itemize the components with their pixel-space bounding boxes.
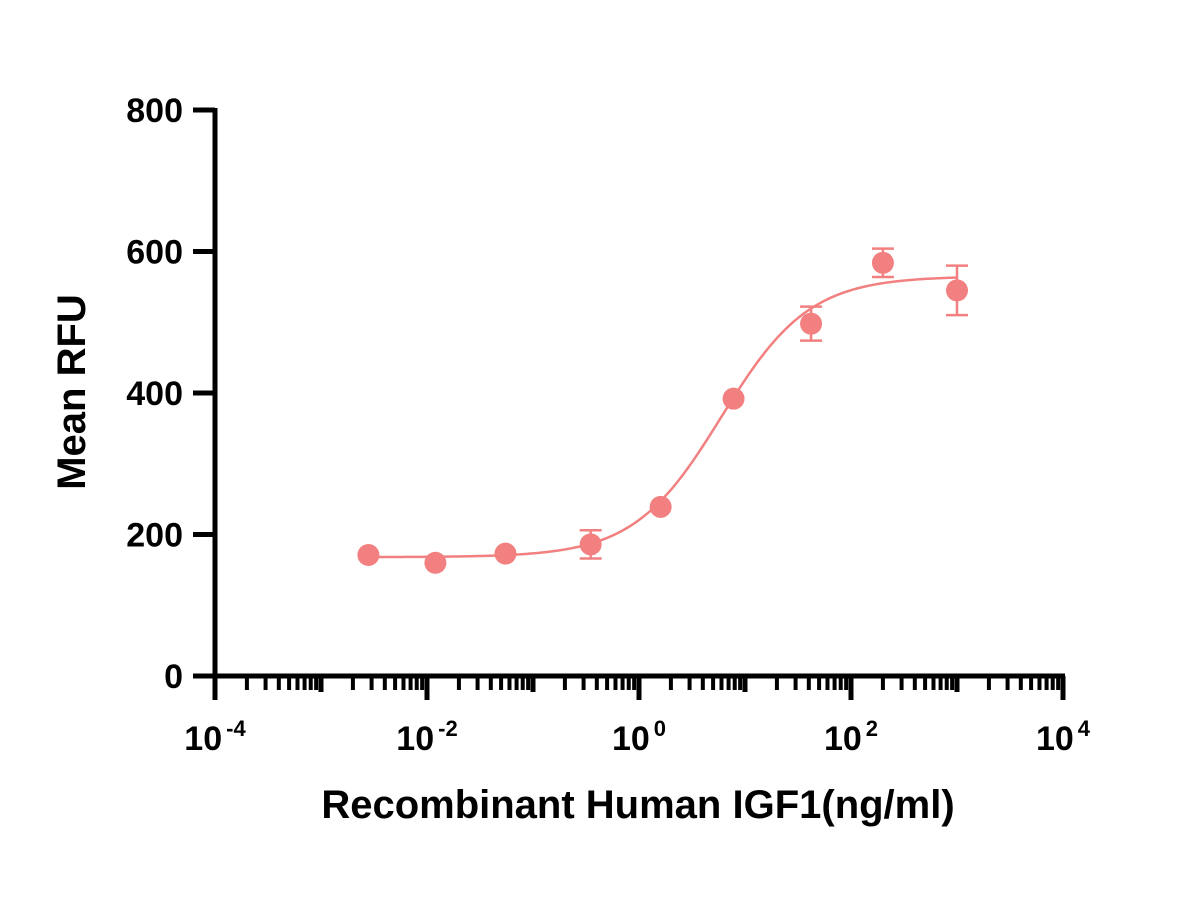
data-point (722, 387, 745, 410)
x-tick-label: 10 0 (612, 716, 666, 758)
data-point (424, 551, 447, 574)
axes (212, 108, 1065, 679)
y-tick-label: 800 (126, 92, 183, 130)
x-tick-label: 10 -4 (184, 716, 246, 758)
error-bar-layer (579, 247, 968, 560)
y-axis-title: Mean RFU (50, 294, 94, 490)
x-tick-exponent: 4 (1078, 716, 1091, 741)
data-point (357, 544, 380, 567)
data-point (579, 533, 602, 556)
x-tick-exponent: -2 (438, 716, 458, 741)
y-tick-label: 0 (164, 658, 183, 696)
data-point (871, 251, 894, 274)
data-point-layer (357, 251, 968, 574)
x-tick-base: 10 (1036, 720, 1074, 758)
x-tick-base: 10 (824, 720, 862, 758)
data-point (946, 279, 968, 302)
data-point (800, 312, 823, 335)
data-point (649, 495, 672, 518)
y-tick-label: 200 (126, 517, 183, 555)
x-tick-base: 10 (612, 720, 650, 758)
y-ticks: 0 200 400 600 800 (126, 92, 215, 696)
x-tick-base: 10 (396, 720, 434, 758)
x-tick-exponent: -4 (226, 716, 246, 741)
x-tick-exponent: 0 (654, 716, 666, 741)
x-ticks: 10 -4 10 -2 10 0 10 2 10 4 (184, 676, 1091, 758)
y-tick-label: 400 (126, 375, 183, 413)
data-point (494, 542, 517, 565)
x-tick-base: 10 (184, 720, 222, 758)
x-tick-exponent: 2 (866, 716, 878, 741)
x-tick-label: 10 -2 (396, 716, 457, 758)
x-tick-label: 10 4 (1036, 716, 1091, 758)
x-axis-title: Recombinant Human IGF1(ng/ml) (321, 783, 954, 827)
y-tick-label: 600 (126, 234, 183, 272)
x-tick-label: 10 2 (824, 716, 878, 758)
